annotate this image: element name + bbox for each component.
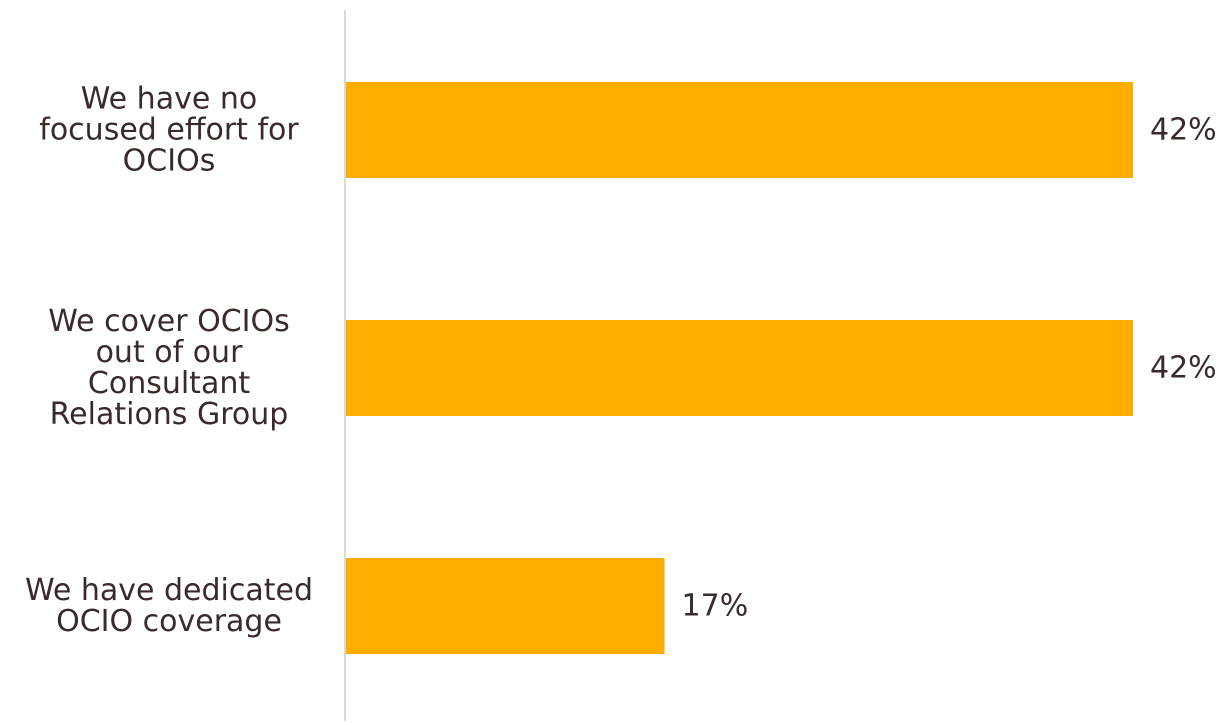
category-label-line: Consultant: [87, 366, 251, 401]
value-label-3: 17%: [681, 588, 749, 624]
bar-3: [346, 558, 665, 654]
category-label-2: We cover OCIOs out of our Consultant Relati…: [4, 306, 334, 430]
category-label-line: focused effort for: [39, 112, 299, 148]
bar-2: [346, 320, 1133, 416]
category-label-line: We have dedicated: [24, 573, 314, 608]
category-label-line: We have no: [80, 81, 258, 117]
category-label-1: We have no focused effort for OCIOs: [4, 84, 334, 177]
category-label-line: We cover OCIOs: [48, 304, 290, 339]
category-label-line: Relations Group: [49, 397, 289, 432]
category-label-line: OCIOs: [122, 143, 216, 179]
value-label-2: 42%: [1150, 350, 1217, 386]
value-label-1: 42%: [1150, 112, 1217, 148]
category-label-3: We have dedicated OCIO coverage: [4, 575, 334, 637]
category-label-line: out of our: [95, 335, 243, 370]
category-label-line: OCIO coverage: [56, 604, 282, 639]
bar-1: [346, 82, 1133, 178]
